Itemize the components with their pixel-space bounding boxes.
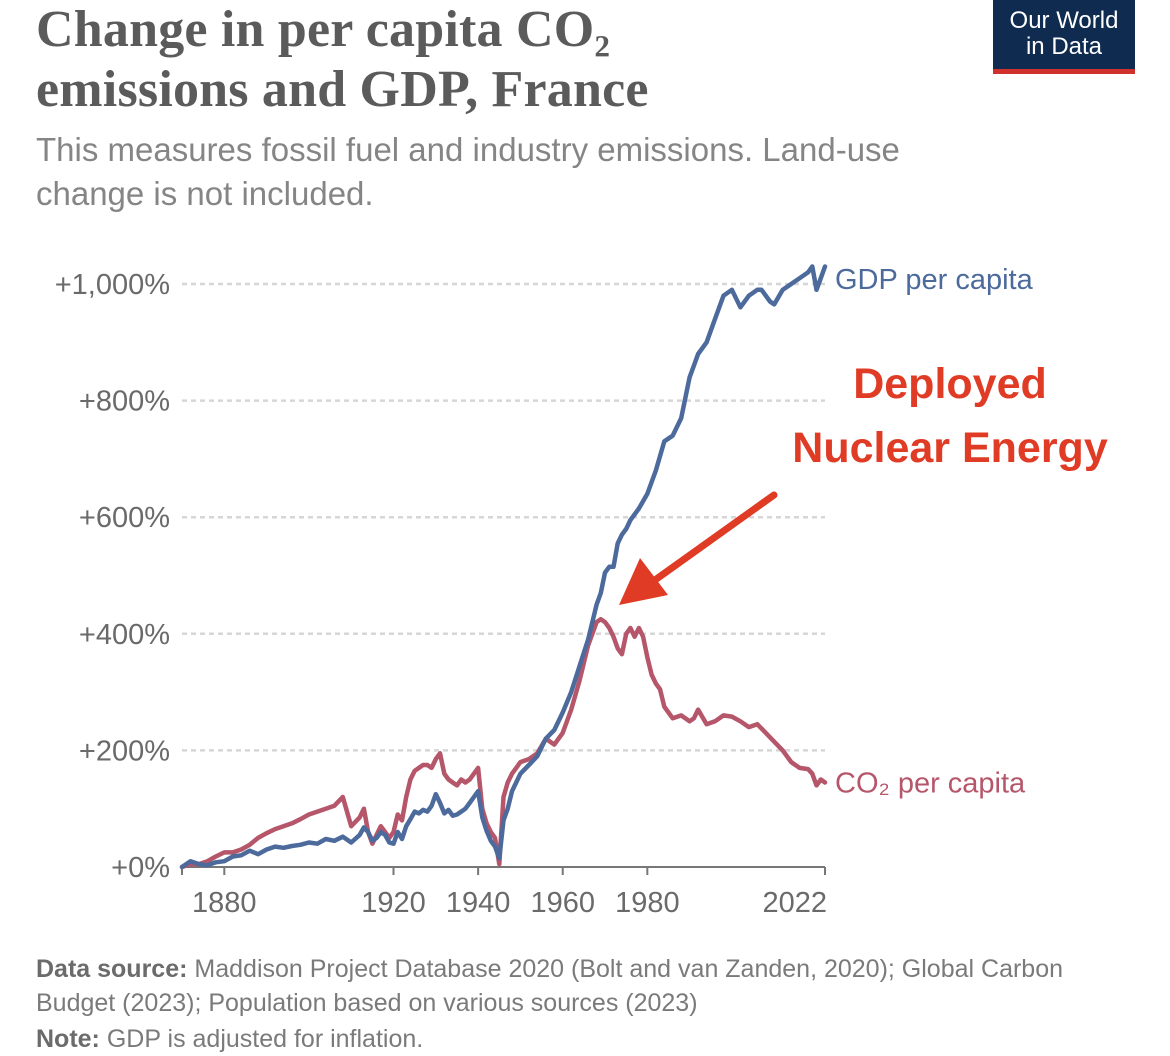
- series-line-gdp: [179, 264, 828, 870]
- x-axis: 1880 1920 1940 1960 1980 2022: [181, 866, 827, 919]
- nuclear-annotation: Deployed Nuclear Energy: [619, 360, 1108, 605]
- series-lines: [179, 264, 828, 870]
- logo-line-1: Our World: [1009, 7, 1119, 34]
- note-label: Note:: [36, 1025, 100, 1053]
- x-tick-label: 2022: [762, 887, 827, 919]
- title-line-2: emissions and GDP, France: [36, 61, 649, 118]
- x-tick-label: 1940: [446, 887, 511, 919]
- data-source: Data source: Maddison Project Database 2…: [36, 952, 1116, 1020]
- y-tick-label: +0%: [111, 852, 170, 884]
- annotation-line-1: Deployed: [853, 360, 1047, 408]
- x-tick-label: 1980: [615, 887, 680, 919]
- line-chart: +0%+200%+400%+600%+800%+1,000% 1880 1920 1…: [55, 264, 1108, 919]
- x-tick-label: 1920: [361, 887, 426, 919]
- grid-lines: [182, 282, 825, 752]
- note-text: GDP is adjusted for inflation.: [106, 1025, 424, 1053]
- source-label: Data source:: [36, 955, 188, 983]
- annotation-arrow-head: [619, 558, 668, 605]
- chart-subtitle: This measures fossil fuel and industry e…: [36, 131, 900, 212]
- series-labels: GDP per capita CO₂ per capita: [835, 264, 1034, 799]
- x-tick-label: 1960: [530, 887, 595, 919]
- y-axis-tick-labels: +0% +200% +400% +600% +800% +1,000%: [55, 269, 170, 884]
- y-tick-label: +600%: [79, 502, 170, 534]
- annotation-line-2: Nuclear Energy: [792, 424, 1108, 472]
- y-tick-label: +800%: [79, 386, 170, 418]
- chart-title: Change in per capita CO₂ emissions and G…: [36, 0, 936, 120]
- x-tick-label: 1880: [192, 887, 257, 919]
- annotation-arrow-shaft: [651, 491, 778, 584]
- source-text: Maddison Project Database 2020 (Bolt and…: [36, 955, 1064, 1017]
- series-label-co2: CO₂ per capita: [835, 767, 1026, 799]
- y-tick-label: +200%: [79, 735, 170, 767]
- y-tick-label: +400%: [79, 619, 170, 651]
- series-line-co2: [179, 616, 828, 870]
- logo-line-2: in Data: [1025, 33, 1103, 60]
- series-label-gdp: GDP per capita: [835, 264, 1034, 296]
- title-line-1: Change in per capita CO₂: [36, 1, 611, 58]
- y-tick-label: +1,000%: [55, 269, 170, 301]
- owid-logo[interactable]: Our World in Data: [993, 0, 1135, 74]
- data-note: Note: GDP is adjusted for inflation.: [36, 1022, 1116, 1056]
